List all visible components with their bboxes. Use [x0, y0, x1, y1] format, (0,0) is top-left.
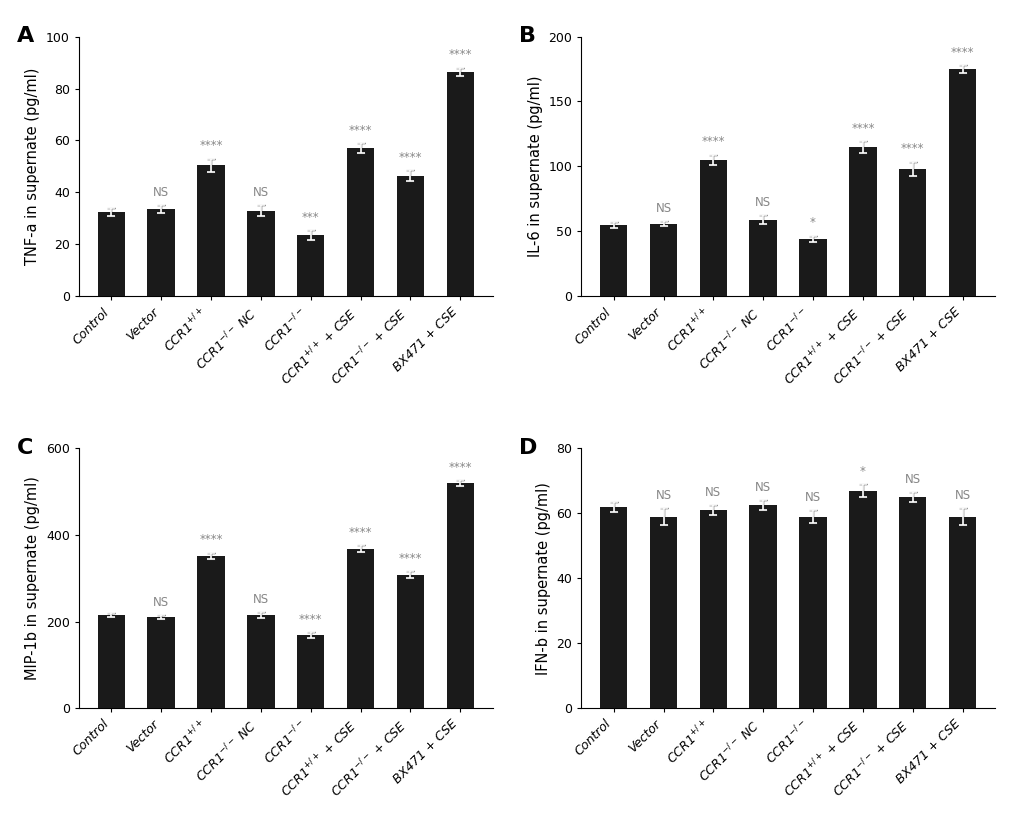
- Bar: [98, 615, 125, 708]
- Bar: [898, 497, 925, 708]
- Bar: [948, 516, 975, 708]
- Bar: [749, 219, 776, 296]
- Bar: [649, 224, 677, 296]
- Bar: [346, 148, 374, 296]
- Text: ****: ****: [398, 151, 422, 164]
- Bar: [148, 210, 174, 296]
- Text: NS: NS: [754, 196, 770, 209]
- Text: NS: NS: [253, 593, 269, 606]
- Bar: [446, 483, 474, 708]
- Text: C: C: [17, 438, 34, 458]
- Bar: [98, 212, 125, 296]
- Text: NS: NS: [954, 489, 970, 502]
- Text: NS: NS: [655, 201, 671, 214]
- Text: *: *: [859, 464, 865, 478]
- Bar: [948, 69, 975, 296]
- Bar: [148, 617, 174, 708]
- Text: A: A: [17, 26, 34, 46]
- Text: ****: ****: [448, 48, 472, 61]
- Text: ****: ****: [701, 135, 725, 148]
- Text: NS: NS: [153, 596, 169, 609]
- Text: ****: ****: [199, 533, 222, 546]
- Bar: [396, 575, 424, 708]
- Text: NS: NS: [704, 486, 720, 498]
- Text: ****: ****: [950, 45, 973, 59]
- Y-axis label: IFN-b in supernate (pg/ml): IFN-b in supernate (pg/ml): [535, 482, 550, 675]
- Bar: [197, 556, 224, 708]
- Y-axis label: IL-6 in supernate (pg/ml): IL-6 in supernate (pg/ml): [527, 76, 542, 257]
- Text: ****: ****: [850, 121, 874, 134]
- Text: ****: ****: [348, 526, 372, 539]
- Bar: [849, 147, 875, 296]
- Text: ****: ****: [900, 143, 923, 155]
- Text: *: *: [809, 216, 815, 229]
- Y-axis label: MIP-1b in supernate (pg/ml): MIP-1b in supernate (pg/ml): [25, 476, 41, 680]
- Text: NS: NS: [153, 186, 169, 199]
- Text: ***: ***: [302, 210, 319, 224]
- Bar: [396, 176, 424, 296]
- Text: ****: ****: [348, 124, 372, 137]
- Text: ****: ****: [398, 552, 422, 565]
- Y-axis label: TNF-a in supernate (pg/ml): TNF-a in supernate (pg/ml): [25, 68, 41, 265]
- Bar: [799, 516, 826, 708]
- Bar: [247, 615, 274, 708]
- Bar: [649, 516, 677, 708]
- Bar: [599, 225, 627, 296]
- Bar: [247, 210, 274, 296]
- Bar: [849, 491, 875, 708]
- Bar: [297, 235, 324, 296]
- Text: NS: NS: [804, 491, 820, 503]
- Bar: [297, 635, 324, 708]
- Text: NS: NS: [904, 473, 920, 486]
- Text: NS: NS: [754, 481, 770, 494]
- Bar: [898, 169, 925, 296]
- Bar: [699, 510, 727, 708]
- Bar: [699, 160, 727, 296]
- Bar: [749, 505, 776, 708]
- Text: ****: ****: [299, 613, 322, 626]
- Bar: [799, 239, 826, 296]
- Text: ****: ****: [448, 461, 472, 474]
- Text: ****: ****: [199, 139, 222, 152]
- Bar: [599, 507, 627, 708]
- Bar: [446, 72, 474, 296]
- Bar: [197, 165, 224, 296]
- Text: B: B: [519, 26, 536, 46]
- Text: NS: NS: [655, 489, 671, 502]
- Text: D: D: [519, 438, 537, 458]
- Bar: [346, 549, 374, 708]
- Text: NS: NS: [253, 186, 269, 199]
